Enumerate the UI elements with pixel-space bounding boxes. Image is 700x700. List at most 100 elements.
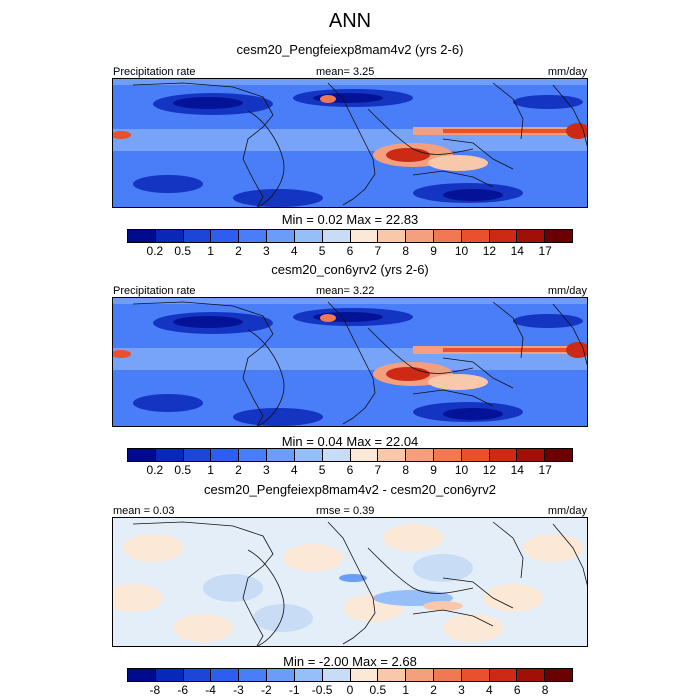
- colorbar-cell: [378, 669, 407, 681]
- colorbar-tick-label: 0.2: [146, 244, 164, 258]
- colorbar-tick-label: -8: [149, 683, 161, 697]
- colorbar-tick-label: -0.5: [311, 683, 333, 697]
- panel-1-mean: mean= 3.25: [316, 66, 375, 78]
- colorbar-cell: [406, 449, 434, 461]
- colorbar-cell: [378, 449, 407, 461]
- colorbar-tick-label: 14: [510, 244, 524, 258]
- colorbar-tick-label: 12: [482, 244, 497, 258]
- colorbar-tick-label: 1: [402, 683, 410, 697]
- panel-1-subtitle: cesm20_Pengfeiexp8mam4v2 (yrs 2-6): [236, 42, 464, 57]
- colorbar-cell: [378, 230, 407, 242]
- colorbar-tick-label: 6: [346, 244, 354, 258]
- colorbar-cell: [322, 230, 351, 242]
- panel-1-map: [112, 78, 588, 208]
- colorbar-tick-label: 3: [263, 244, 270, 258]
- colorbar-cell: [489, 669, 518, 681]
- colorbar-tick-label: 17: [538, 244, 552, 258]
- panel-3-map: [112, 517, 588, 647]
- colorbar-cell: [433, 669, 462, 681]
- colorbar-cell: [350, 230, 379, 242]
- panel-1-units: mm/day: [547, 66, 587, 78]
- colorbar-cell: [489, 449, 518, 461]
- colorbar-tick-label: -6: [177, 683, 189, 697]
- colorbar-cell: [461, 230, 490, 242]
- panel-3-colorbar: [127, 668, 573, 682]
- difference-map-svg: [113, 518, 587, 646]
- colorbar-cell: [239, 669, 268, 681]
- colorbar-tick-label: 7: [374, 463, 382, 477]
- colorbar-tick-label: 0.2: [146, 463, 164, 477]
- panel-2-subtitle: cesm20_con6yrv2 (yrs 2-6): [271, 262, 429, 277]
- colorbar-cell: [128, 230, 156, 242]
- colorbar-cell: [183, 230, 212, 242]
- precipitation-map-svg: [113, 79, 587, 207]
- colorbar-tick-label: 6: [513, 683, 521, 697]
- colorbar-cell: [461, 669, 490, 681]
- colorbar-tick-label: 3: [263, 463, 270, 477]
- colorbar-cell: [461, 449, 490, 461]
- colorbar-tick-label: 7: [374, 244, 382, 258]
- colorbar-cell: [489, 230, 518, 242]
- panel-3-minmax: Min = -2.00 Max = 2.68: [283, 654, 417, 669]
- colorbar-cell: [211, 669, 240, 681]
- colorbar-cell: [155, 669, 184, 681]
- colorbar-tick-label: 0: [346, 683, 354, 697]
- colorbar-cell: [211, 449, 240, 461]
- colorbar-tick-label: 10: [454, 244, 469, 258]
- colorbar-tick-label: 8: [541, 683, 549, 697]
- colorbar-tick-label: 0.5: [174, 463, 192, 477]
- colorbar-tick-label: 9: [430, 244, 437, 258]
- figure-title: ANN: [328, 10, 372, 32]
- colorbar-tick-label: 2: [235, 463, 242, 477]
- panel-1-field-label: Precipitation rate: [113, 66, 196, 78]
- colorbar-cell: [545, 230, 572, 242]
- colorbar-tick-label: 5: [318, 244, 326, 258]
- colorbar-tick-label: 4: [486, 683, 493, 697]
- colorbar-cell: [517, 449, 546, 461]
- colorbar-cell: [517, 669, 546, 681]
- colorbar-tick-label: 4: [290, 463, 298, 477]
- colorbar-cell: [294, 669, 323, 681]
- colorbar-cell: [406, 230, 434, 242]
- panel-2-field-label: Precipitation rate: [113, 285, 196, 297]
- colorbar-tick-label: 14: [510, 463, 524, 477]
- colorbar-cell: [239, 449, 268, 461]
- colorbar-cell: [322, 449, 351, 461]
- colorbar-tick-label: 9: [430, 463, 437, 477]
- colorbar-cell: [211, 230, 240, 242]
- colorbar-cell: [183, 669, 212, 681]
- colorbar-cell: [517, 230, 546, 242]
- panel-2-map: [112, 297, 588, 427]
- colorbar-tick-label: 2: [430, 683, 437, 697]
- panel-3-subtitle: cesm20_Pengfeiexp8mam4v2 - cesm20_con6yr…: [204, 482, 496, 497]
- colorbar-cell: [545, 669, 572, 681]
- colorbar-cell: [433, 230, 462, 242]
- colorbar-cell: [128, 669, 156, 681]
- colorbar-tick-label: 0.5: [369, 683, 387, 697]
- colorbar-tick-label: 6: [346, 463, 354, 477]
- colorbar-tick-label: 4: [290, 244, 298, 258]
- colorbar-tick-label: -4: [205, 683, 216, 697]
- panel-3-rmse: rmse = 0.39: [316, 505, 375, 517]
- colorbar-cell: [433, 449, 462, 461]
- colorbar-tick-label: 5: [318, 463, 326, 477]
- colorbar-cell: [545, 449, 572, 461]
- panel-1-colorbar: [127, 229, 573, 243]
- colorbar-cell: [267, 669, 295, 681]
- panel-2-minmax: Min = 0.04 Max = 22.04: [281, 434, 419, 449]
- colorbar-cell: [294, 230, 323, 242]
- colorbar-tick-label: 1: [207, 244, 214, 258]
- colorbar-tick-label: 3: [458, 683, 465, 697]
- colorbar-tick-label: -2: [261, 683, 272, 697]
- colorbar-cell: [239, 230, 268, 242]
- colorbar-cell: [155, 449, 184, 461]
- panel-3-units: mm/day: [547, 505, 587, 517]
- colorbar-cell: [350, 449, 379, 461]
- colorbar-tick-label: 0.5: [174, 244, 192, 258]
- colorbar-cell: [350, 669, 379, 681]
- colorbar-tick-label: 8: [402, 244, 410, 258]
- colorbar-cell: [322, 669, 351, 681]
- colorbar-tick-label: 10: [454, 463, 469, 477]
- colorbar-tick-label: -3: [233, 683, 244, 697]
- colorbar-tick-label: 12: [482, 463, 497, 477]
